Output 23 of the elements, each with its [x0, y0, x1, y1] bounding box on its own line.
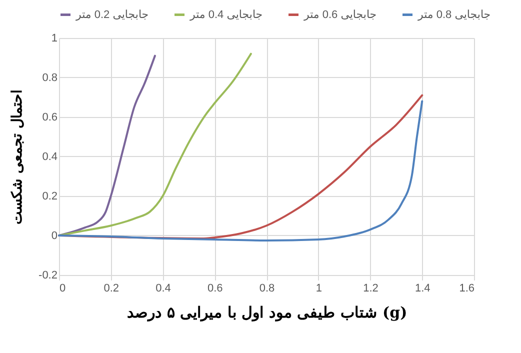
- legend-label: جابجایی 0.6 متر: [303, 8, 377, 21]
- x-tick-label: 0.6: [207, 282, 223, 294]
- x-axis-title: شتاب طیفی مود اول با میرایی ۵ درصد (g): [126, 304, 408, 322]
- y-tick-label: 0: [51, 230, 58, 242]
- x-tick-label: 1: [316, 282, 322, 294]
- y-tick-label: 1: [51, 32, 58, 44]
- x-tick-label: 1.2: [363, 282, 378, 294]
- x-tick-label: 0.4: [156, 282, 171, 294]
- y-tick-label: 0.8: [42, 72, 58, 84]
- x-tick-label: 0.8: [259, 282, 275, 294]
- x-tick-label: 0: [60, 282, 66, 294]
- x-tick-label: 1.4: [414, 282, 430, 294]
- y-tick-label: -0.2: [38, 270, 58, 282]
- y-axis-title: احتمال تجمعی شکست: [10, 90, 26, 224]
- legend-label: جابجایی 0.8 متر: [417, 8, 491, 21]
- legend-label: جابجایی 0.2 متر: [75, 8, 149, 21]
- x-tick-label: 0.2: [104, 282, 120, 294]
- y-tick-label: 0.4: [42, 151, 58, 163]
- x-tick-label: 1.6: [459, 282, 474, 294]
- y-tick-label: 0.6: [42, 112, 58, 124]
- line-series: [58, 52, 252, 236]
- legend-label: جابجایی 0.4 متر: [189, 8, 263, 21]
- y-tick-label: 0.2: [42, 190, 58, 202]
